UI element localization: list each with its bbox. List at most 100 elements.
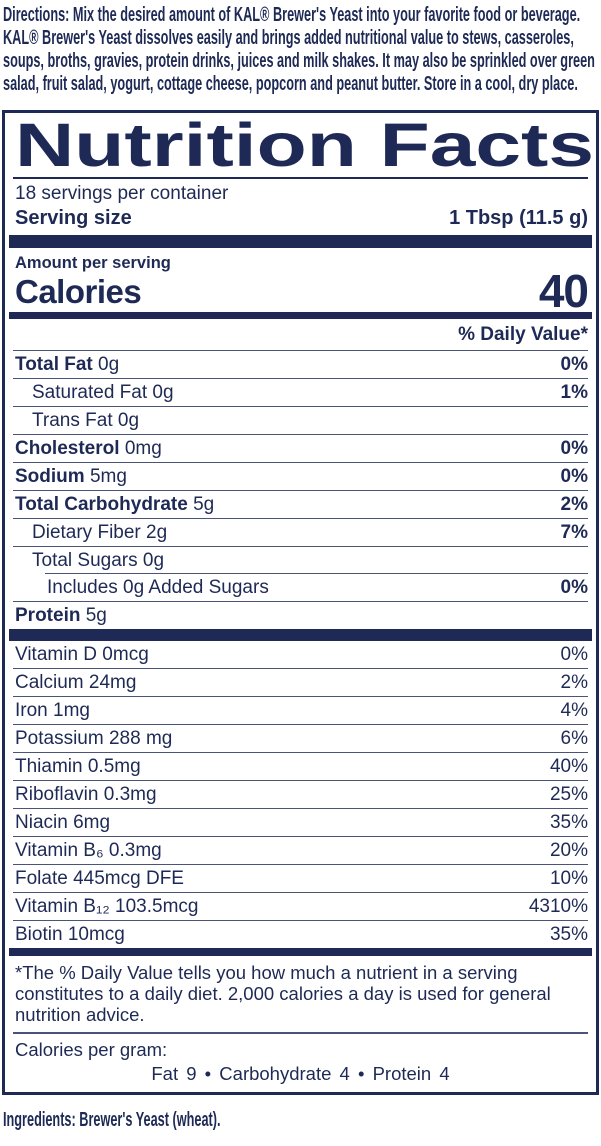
- nutrient-dv: 0%: [560, 577, 588, 598]
- nutrient-row: Cholesterol 0mg 0%: [13, 434, 588, 462]
- nutrient-rows-main: Total Fat 0g 0% Saturated Fat 0g 1% Trans Fa…: [13, 351, 588, 629]
- nutrient-name: Iron: [15, 700, 48, 721]
- nutrient-amount: 1mg: [53, 700, 90, 721]
- nutrient-name: Riboflavin: [15, 784, 99, 805]
- nutrient-left: Folate 445mcg DFE: [15, 868, 184, 889]
- nutrient-left: Riboflavin 0.3mg: [15, 784, 157, 805]
- nutrient-amount: 0mcg: [102, 644, 149, 665]
- nutrient-left: Vitamin D 0mcg: [15, 644, 149, 665]
- nutrient-left: Biotin 10mcg: [15, 924, 125, 945]
- nutrient-row: Biotin 10mcg 35%: [13, 920, 588, 948]
- nutrient-name: Protein: [15, 605, 81, 626]
- nutrient-rows-vitamins: Vitamin D 0mcg 0% Calcium 24mg 2% Iron 1mg 4%…: [13, 641, 588, 948]
- nutrient-dv: 4310%: [528, 896, 588, 917]
- nutrient-dv: 40%: [549, 756, 588, 777]
- nutrient-dv: 35%: [549, 812, 588, 833]
- nutrient-dv: 20%: [549, 840, 588, 861]
- nutrient-name: Biotin: [15, 924, 63, 945]
- directions-label: Directions:: [3, 3, 70, 26]
- nutrient-left: Cholesterol 0mg: [15, 438, 162, 459]
- nutrient-dv: 0%: [560, 644, 588, 665]
- nutrient-dv: 7%: [560, 522, 588, 543]
- ingredients-text-line: Ingredients: Brewer's Yeast (wheat).: [3, 1108, 601, 1131]
- nutrient-left: Total Fat 0g: [15, 354, 119, 375]
- nutrient-name: Total Fat: [15, 354, 93, 375]
- serving-size-row: Serving size 1 Tbsp (11.5 g): [13, 205, 588, 235]
- nutrient-dv: 0%: [560, 354, 588, 375]
- nutrient-dv: 25%: [549, 784, 588, 805]
- calories-row: Calories 40: [13, 265, 589, 317]
- nutrient-row: Thiamin 0.5mg 40%: [13, 752, 588, 780]
- nutrient-amount: 0mg: [124, 438, 162, 459]
- nutrition-facts-panel: Nutrition Facts 18 servings per containe…: [2, 110, 599, 1095]
- nutrient-left: Trans Fat 0g: [32, 410, 139, 431]
- amount-per-serving-label: Amount per serving: [15, 254, 171, 272]
- nutrient-row: Trans Fat 0g: [13, 406, 588, 434]
- nutrient-name: Total Sugars: [32, 550, 138, 571]
- calories-per-gram-label: Calories per gram:: [15, 1039, 168, 1060]
- nutrient-name: Dietary Fiber: [32, 522, 141, 543]
- nutrient-name: Vitamin B₁₂: [15, 896, 110, 917]
- nutrient-amount: 24mg: [88, 672, 137, 693]
- nutrient-left: Potassium 288 mg: [15, 728, 172, 749]
- nutrient-amount: 5mg: [89, 466, 127, 487]
- nutrient-name: Niacin: [15, 812, 68, 833]
- directions-body: Mix the desired amount of KAL® Brewer's …: [3, 3, 595, 95]
- nutrient-name: Vitamin D: [15, 644, 98, 665]
- directions-text: Directions: Mix the desired amount of KA…: [3, 3, 601, 95]
- nutrient-row: Potassium 288 mg 6%: [13, 724, 588, 752]
- nutrient-row: Calcium 24mg 2%: [13, 668, 588, 696]
- daily-value-footnote: *The % Daily Value tells you how much a …: [13, 956, 588, 1034]
- nutrient-amount: 2g: [146, 522, 168, 543]
- calories-per-gram-values: Fat 9 • Carbohydrate 4 • Protein 4: [151, 1063, 450, 1084]
- nutrient-name: Potassium: [15, 728, 104, 749]
- nutrient-row: Total Sugars 0g: [13, 546, 588, 574]
- nutrient-amount: 6mg: [73, 812, 111, 833]
- nutrient-left: Total Carbohydrate 5g: [15, 494, 214, 515]
- nutrition-facts-title-text: Nutrition Facts: [15, 117, 594, 173]
- nutrient-row: Niacin 6mg 35%: [13, 808, 588, 836]
- nutrition-facts-title: Nutrition Facts: [15, 117, 594, 173]
- nutrient-row: Includes 0g Added Sugars 0%: [13, 573, 588, 601]
- nutrient-row: Sodium 5mg 0%: [13, 462, 588, 490]
- nutrient-name: Folate: [15, 868, 68, 889]
- nutrient-left: Saturated Fat 0g: [32, 382, 174, 403]
- nutrition-facts-title-block: Nutrition Facts: [13, 115, 594, 179]
- nutrient-left: Includes 0g Added Sugars: [47, 577, 269, 598]
- nutrient-left: Vitamin B₆ 0.3mg: [15, 840, 162, 861]
- nutrient-dv: 0%: [560, 466, 588, 487]
- nutrient-name: Thiamin: [15, 756, 83, 777]
- nutrient-amount: 5g: [85, 605, 107, 626]
- nutrient-row: Protein 5g: [13, 601, 588, 629]
- nutrient-row: Vitamin B₁₂ 103.5mcg 4310%: [13, 892, 588, 920]
- nutrient-left: Total Sugars 0g: [32, 550, 164, 571]
- nutrient-dv: 6%: [560, 728, 588, 749]
- nutrient-left: Iron 1mg: [15, 700, 90, 721]
- nutrient-amount: 0.3mg: [108, 840, 162, 861]
- daily-value-header: % Daily Value*: [13, 319, 588, 351]
- nutrient-row: Vitamin D 0mcg 0%: [13, 641, 588, 668]
- nutrient-amount: 0g: [152, 382, 174, 403]
- ingredients-section: Ingredients: Brewer's Yeast (wheat).: [0, 1095, 601, 1131]
- nutrient-row: Iron 1mg 4%: [13, 696, 588, 724]
- divider-bar-thick: [9, 235, 592, 248]
- nutrient-left: Protein 5g: [15, 605, 107, 626]
- nutrient-amount: 445mcg DFE: [73, 868, 184, 889]
- nutrient-dv: 2%: [560, 494, 588, 515]
- nutrient-name: Includes 0g Added Sugars: [47, 577, 269, 598]
- nutrient-row: Total Fat 0g 0%: [13, 351, 588, 378]
- calories-value: 40: [538, 265, 589, 317]
- nutrient-amount: 0.5mg: [87, 756, 141, 777]
- nutrient-amount: 0.3mg: [103, 784, 157, 805]
- serving-size-value: 1 Tbsp (11.5 g): [449, 207, 588, 229]
- nutrient-amount: 0g: [142, 550, 165, 571]
- nutrient-name: Total Carbohydrate: [15, 494, 188, 515]
- nutrient-name: Trans Fat: [32, 410, 113, 431]
- nutrient-row: Saturated Fat 0g 1%: [13, 378, 588, 406]
- nutrient-dv: 4%: [560, 700, 588, 721]
- ingredients-label: Ingredients:: [3, 1108, 76, 1131]
- nutrient-amount: 0g: [98, 354, 120, 375]
- directions-section: Directions: Mix the desired amount of KA…: [0, 0, 601, 95]
- nutrient-row: Folate 445mcg DFE 10%: [13, 864, 588, 892]
- nutrient-dv: 1%: [560, 382, 588, 403]
